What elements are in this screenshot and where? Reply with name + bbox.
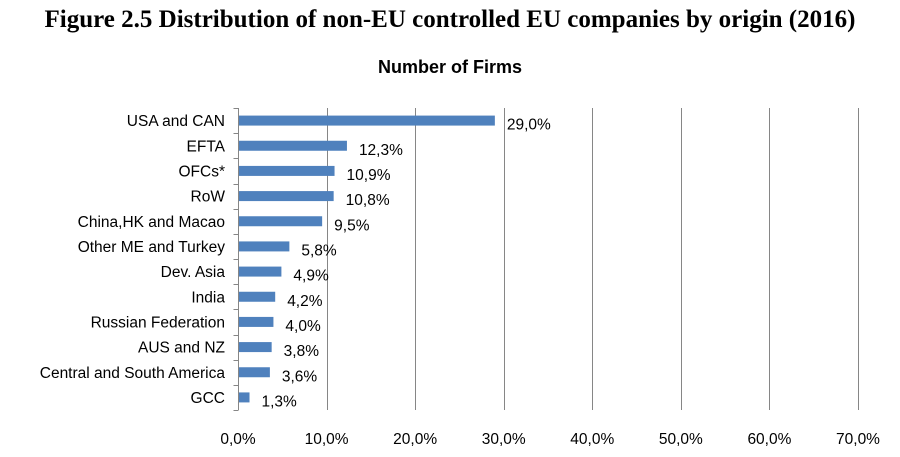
bar-8 [238, 316, 274, 327]
bar-10 [238, 367, 270, 378]
grid-lines [327, 108, 859, 410]
data-label-3: 10,8% [346, 192, 390, 209]
data-label-1: 12,3% [359, 142, 403, 159]
bar-5 [238, 241, 290, 252]
x-tick-label-3: 30,0% [482, 431, 526, 448]
x-tick-label-4: 40,0% [570, 431, 614, 448]
data-label-11: 1,3% [262, 393, 298, 410]
x-tick-label-0: 0,0% [220, 431, 256, 448]
chart-title: Number of Firms [377, 57, 523, 77]
category-label-11: GCC [191, 390, 225, 407]
data-label-4: 9,5% [334, 217, 370, 234]
category-label-4: China,HK and Macao [78, 214, 225, 231]
data-label-5: 5,8% [301, 242, 337, 259]
data-label-8: 4,0% [285, 318, 321, 335]
data-label-6: 4,9% [293, 268, 329, 285]
category-label-3: RoW [191, 189, 226, 206]
x-tick-label-5: 50,0% [659, 431, 703, 448]
bars [238, 115, 495, 403]
axes [233, 108, 239, 411]
bar-7 [238, 291, 276, 302]
category-label-0: USA and CAN [127, 113, 225, 130]
category-label-6: Dev. Asia [161, 264, 226, 281]
category-label-8: Russian Federation [91, 314, 225, 331]
bar-0 [238, 115, 495, 126]
category-label-10: Central and South America [40, 365, 226, 382]
category-label-9: AUS and NZ [138, 340, 225, 357]
bar-4 [238, 216, 323, 227]
bar-9 [238, 342, 272, 353]
data-label-10: 3,6% [282, 368, 318, 385]
category-label-5: Other ME and Turkey [78, 239, 226, 256]
x-tick-label-2: 20,0% [393, 431, 437, 448]
labels: USA and CAN EFTA OFCs* RoW China,HK and Maca… [40, 113, 880, 448]
category-label-1: EFTA [187, 138, 226, 155]
bar-2 [238, 165, 335, 176]
x-tick-label-7: 70,0% [836, 431, 880, 448]
bar-11 [238, 392, 250, 403]
data-label-2: 10,9% [347, 167, 391, 184]
bar-1 [238, 140, 347, 151]
category-label-7: India [191, 289, 225, 306]
bar-6 [238, 266, 282, 277]
figure-title: Figure 2.5 Distribution of non-EU contro… [44, 6, 856, 33]
data-label-9: 3,8% [284, 343, 320, 360]
data-label-0: 29,0% [507, 117, 551, 134]
bar-3 [238, 191, 334, 202]
data-label-7: 4,2% [287, 293, 323, 310]
x-tick-label-6: 60,0% [747, 431, 791, 448]
x-tick-label-1: 10,0% [305, 431, 349, 448]
category-label-2: OFCs* [179, 163, 226, 180]
